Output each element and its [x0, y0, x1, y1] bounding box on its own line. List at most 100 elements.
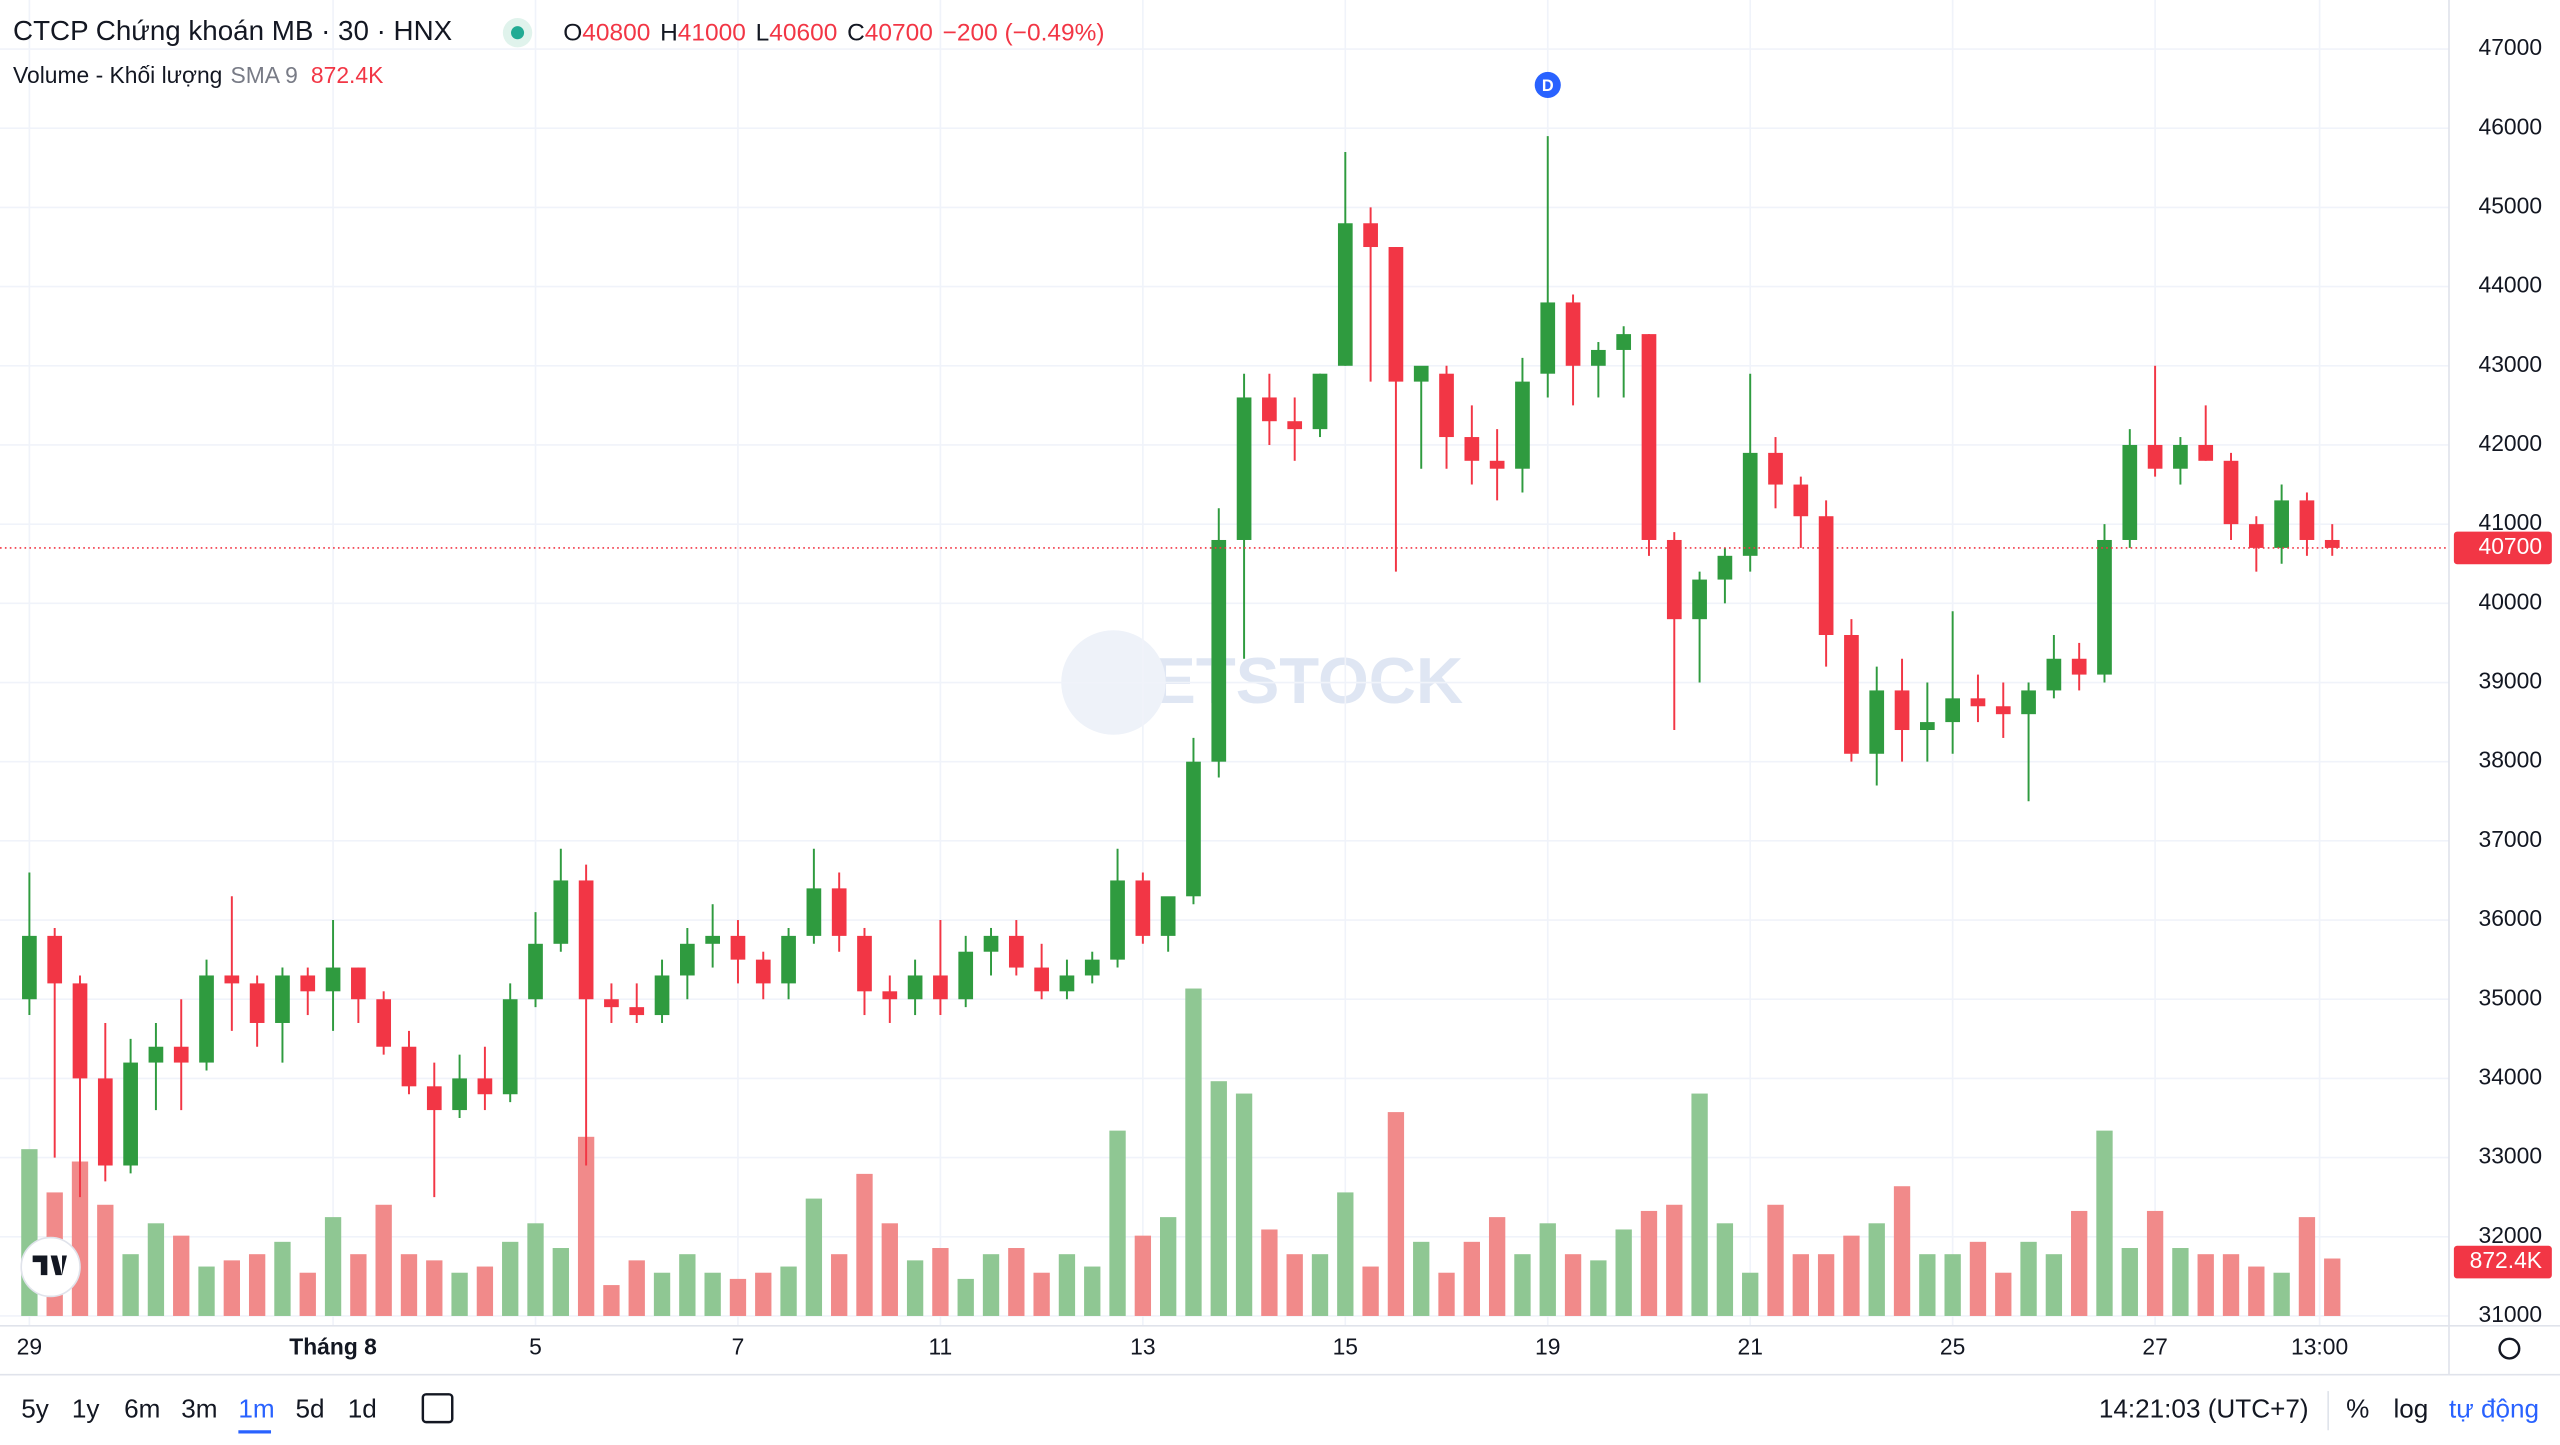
range-button[interactable]: 1d	[348, 1394, 377, 1424]
volume-bar	[527, 1223, 544, 1316]
volume-bar	[400, 1254, 418, 1316]
settings-icon[interactable]	[2498, 1337, 2521, 1360]
candle-body	[2223, 460, 2239, 525]
candle-body	[1337, 223, 1353, 366]
candle-body	[1995, 706, 2011, 715]
candle-body	[1439, 373, 1454, 438]
volume-bar	[1514, 1254, 1531, 1316]
volume-bar	[603, 1285, 620, 1316]
candle-body	[2046, 658, 2062, 691]
volume-bar	[1084, 1266, 1101, 1316]
volume-title: Volume - Khối lượng	[13, 62, 222, 88]
candle-body	[426, 1086, 442, 1111]
candle-body	[654, 975, 670, 1016]
candle-body	[325, 967, 341, 992]
volume-bar	[1008, 1248, 1025, 1316]
ohlc-item: 40600	[769, 20, 837, 47]
y-tick-label: 42000	[2479, 430, 2543, 456]
last-price-label: 40700	[2479, 533, 2543, 559]
range-button[interactable]: 1y	[72, 1394, 100, 1424]
candle-body	[1641, 334, 1657, 540]
candle-body	[2122, 444, 2138, 540]
volume-bar	[932, 1248, 949, 1316]
x-tick-label: 7	[732, 1334, 745, 1360]
range-button[interactable]: 5d	[296, 1394, 325, 1424]
volume-bar	[1615, 1229, 1632, 1316]
candle-body	[2071, 658, 2087, 675]
volume-bar	[1564, 1254, 1582, 1316]
scale-option[interactable]: log	[2393, 1394, 2428, 1424]
range-button[interactable]: 1m	[238, 1394, 274, 1424]
volume-bar	[1286, 1254, 1303, 1316]
volume-bar	[426, 1260, 443, 1316]
event-marker-label: D	[1542, 77, 1554, 95]
y-tick-label: 34000	[2479, 1063, 2543, 1089]
x-tick-label: 13	[1130, 1334, 1155, 1360]
volume-bar	[881, 1223, 898, 1316]
volume-bar	[1640, 1210, 1658, 1316]
candle-body	[1818, 516, 1834, 635]
volume-bar	[856, 1173, 873, 1316]
x-tick-label: 5	[529, 1334, 542, 1360]
y-tick-label: 39000	[2479, 668, 2543, 694]
x-tick-label: 19	[1535, 1334, 1560, 1360]
candle-body	[578, 880, 594, 1000]
volume-bar	[906, 1260, 924, 1316]
volume-legend: Volume - Khối lượng SMA 9 872.4K	[13, 62, 383, 88]
candle-body	[1059, 975, 1075, 992]
y-tick-label: 33000	[2479, 1143, 2543, 1169]
scale-option[interactable]: tự động	[2449, 1394, 2539, 1424]
candle-body	[72, 983, 88, 1079]
volume-bar	[1160, 1217, 1177, 1316]
volume-bar	[2222, 1254, 2240, 1316]
volume-bar	[1792, 1254, 1809, 1316]
volume-bar	[2071, 1210, 2088, 1316]
volume-bar	[1944, 1254, 1961, 1316]
candle-body	[2198, 444, 2214, 461]
volume-bar	[628, 1260, 645, 1316]
candle-body	[2248, 524, 2264, 548]
candle-body	[148, 1046, 164, 1063]
volume-bar	[1539, 1223, 1556, 1316]
candle-body	[1287, 421, 1303, 430]
candle-body	[907, 975, 923, 1000]
range-button[interactable]: 3m	[181, 1394, 217, 1424]
range-button[interactable]: 5y	[21, 1394, 49, 1424]
volume-bar	[2273, 1272, 2290, 1316]
candle-body	[1894, 690, 1910, 731]
candle-body	[351, 967, 366, 1000]
candle-body	[452, 1078, 467, 1111]
volume-bar	[805, 1198, 823, 1316]
candle-body	[1363, 223, 1378, 248]
range-button[interactable]: 6m	[124, 1394, 160, 1424]
volume-bar	[1337, 1192, 1354, 1316]
volume-bar	[223, 1260, 240, 1316]
candle-body	[1489, 460, 1505, 469]
volume-bar	[982, 1254, 1000, 1316]
tv-logo	[20, 1236, 81, 1298]
calendar-icon[interactable]	[421, 1393, 454, 1424]
volume-bar	[2298, 1217, 2316, 1316]
candle-body	[882, 991, 898, 1000]
volume-bar	[780, 1266, 797, 1316]
candle-body	[1084, 959, 1100, 976]
candle-body	[2173, 444, 2188, 469]
candle-body	[1970, 698, 1986, 707]
y-tick-label: 40000	[2479, 588, 2543, 614]
volume-bar	[1387, 1112, 1405, 1316]
volume-bar	[2045, 1254, 2063, 1316]
volume-bar	[2020, 1241, 2037, 1316]
volume-bar	[957, 1278, 974, 1316]
volume-bar	[198, 1266, 215, 1316]
volume-bar	[1868, 1223, 1885, 1316]
candle-body	[781, 935, 796, 984]
scale-option[interactable]: %	[2346, 1394, 2369, 1424]
volume-bar	[1742, 1272, 1759, 1316]
event-marker[interactable]	[1534, 71, 1561, 99]
candle-body	[2097, 539, 2112, 675]
candle-body	[173, 1046, 189, 1063]
volume-bar	[704, 1272, 721, 1316]
volume-bar	[274, 1241, 291, 1316]
candle-body	[1413, 365, 1429, 382]
